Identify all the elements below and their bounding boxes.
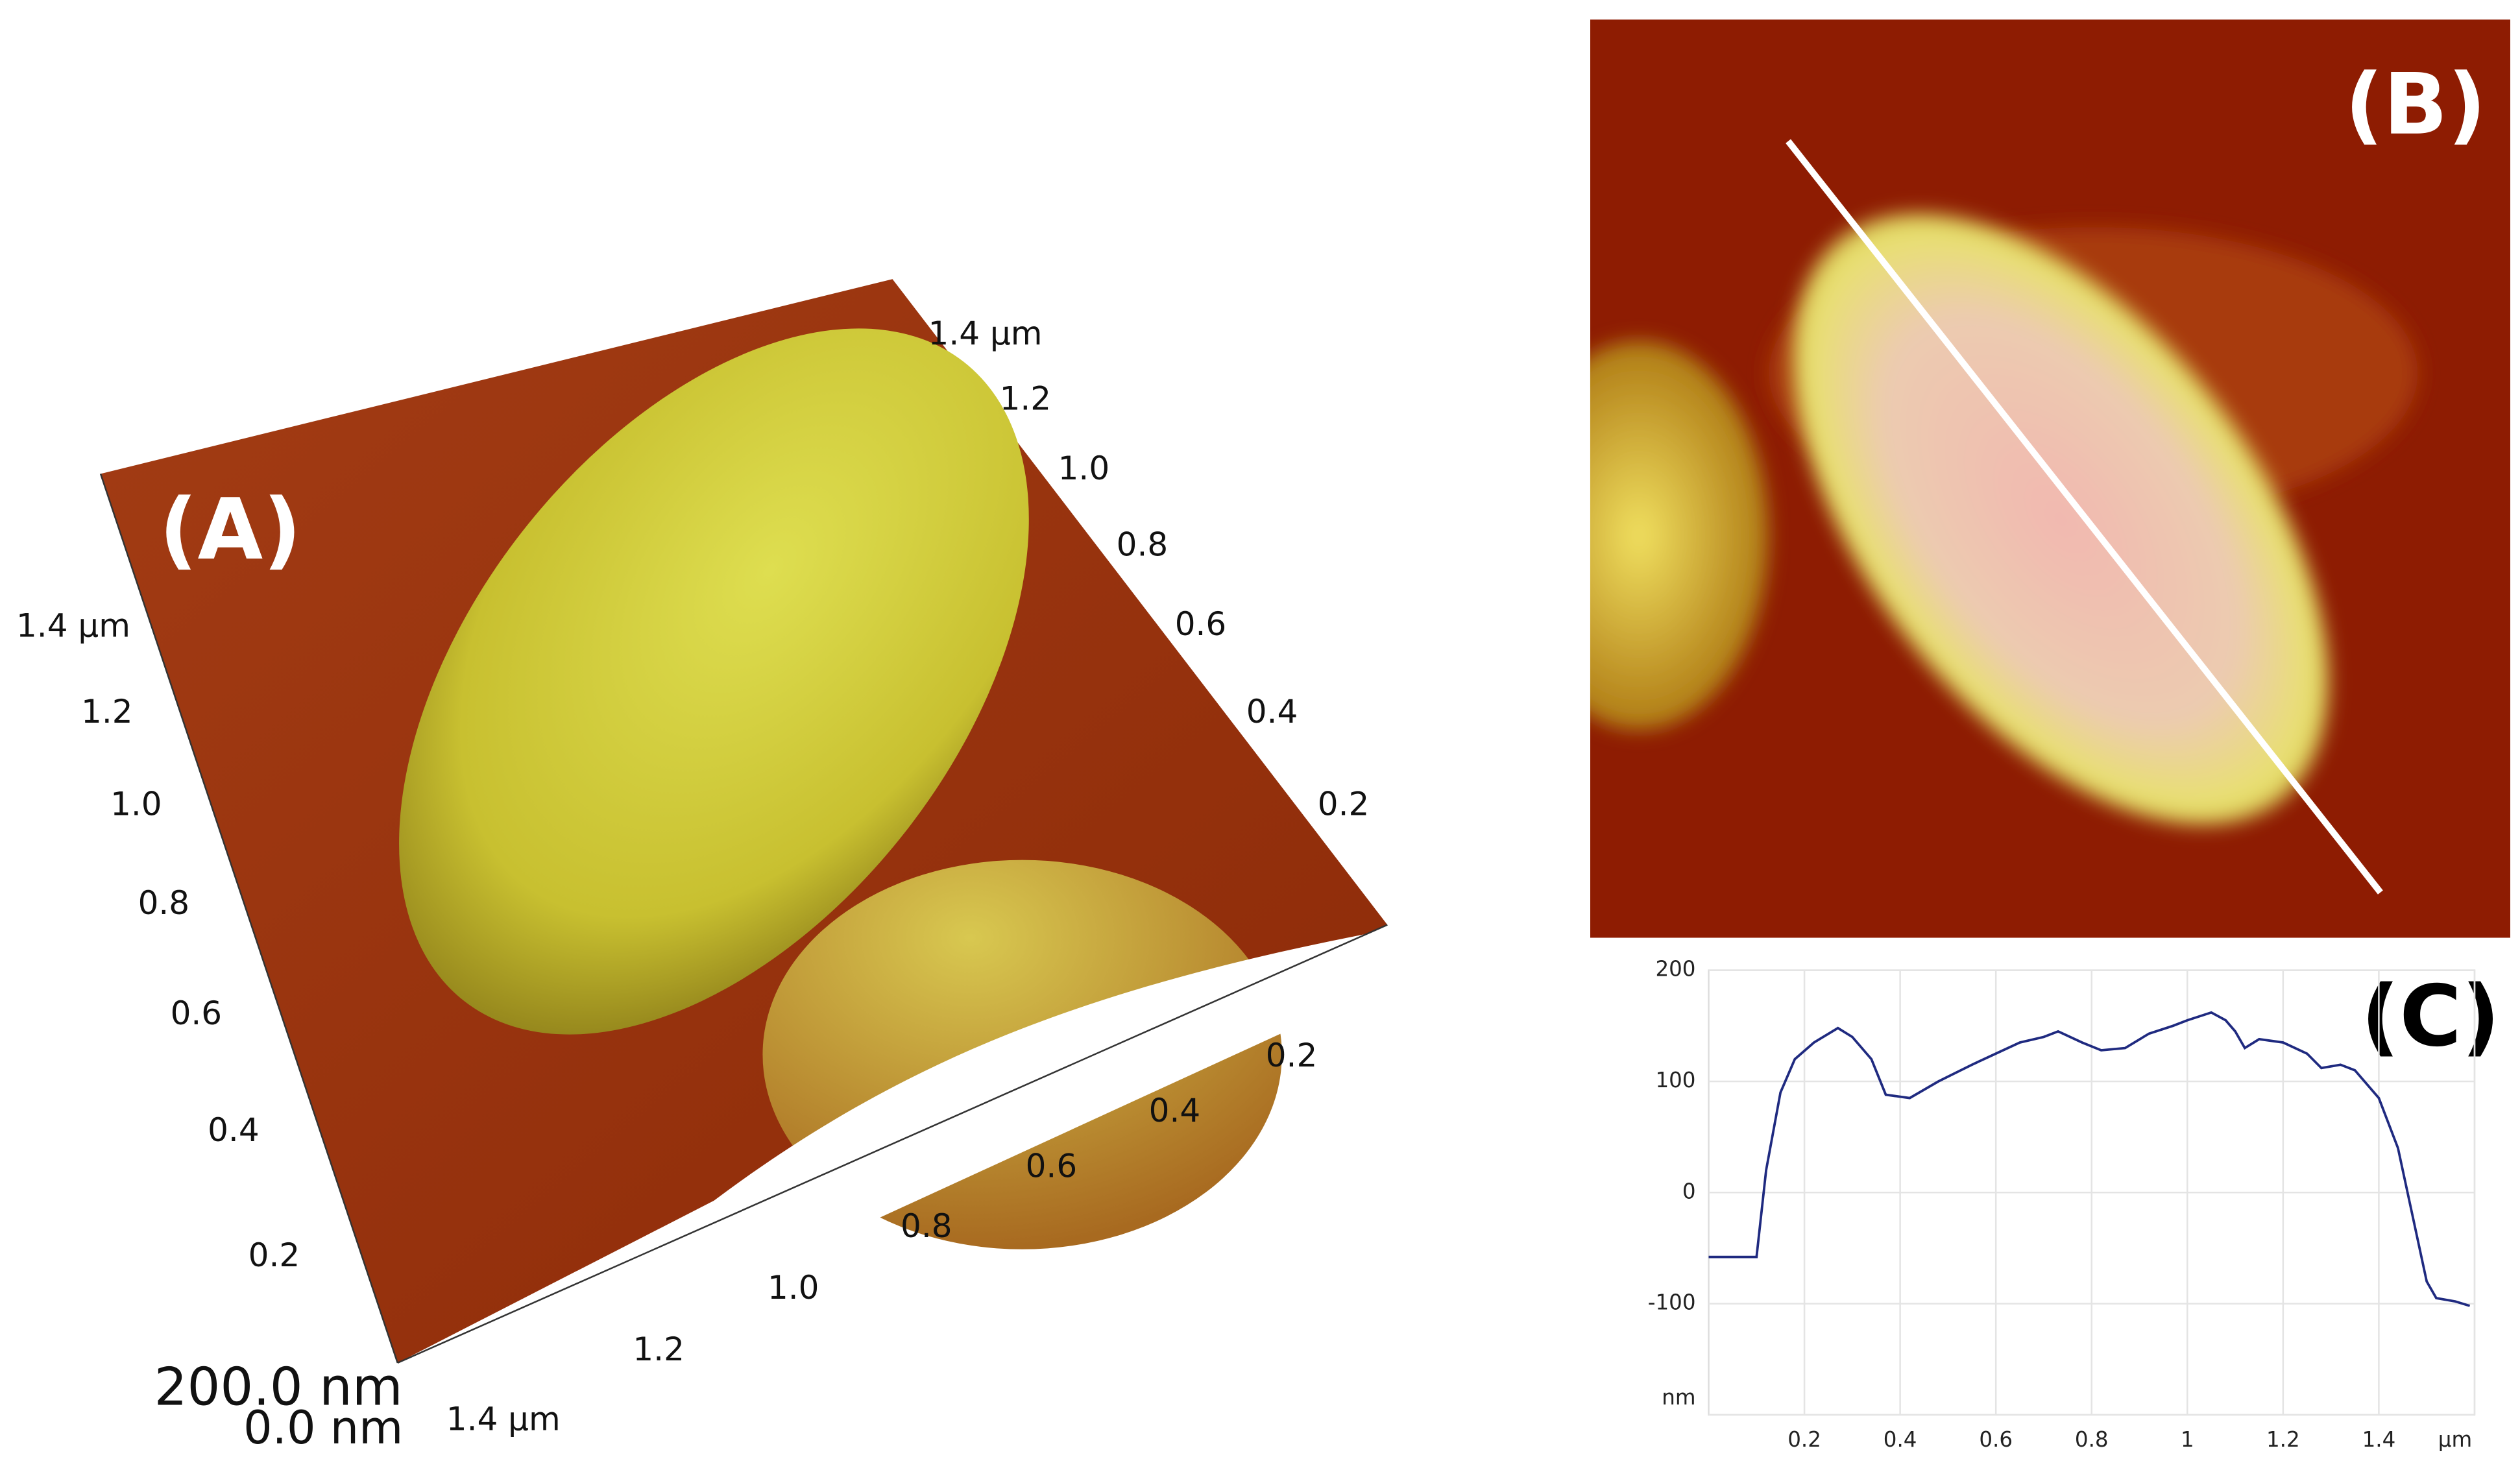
x-tick-label: 1.2 [2266, 1427, 2300, 1452]
x-tick-label: 0.6 [1979, 1427, 2013, 1452]
axis-tick-label: 1.2 [1000, 380, 1052, 417]
x-tick-label: 0.8 [2075, 1427, 2109, 1452]
x-tick-label: µm [2438, 1427, 2472, 1452]
axis-tick-label: 0.8 [1117, 525, 1169, 563]
z-axis-label: 0.0 nm [243, 1401, 403, 1454]
y-tick-label: 100 [1655, 1068, 1695, 1092]
axis-tick-label: 0.8 [138, 884, 190, 922]
panel-c: (C) 0.2 0.4 0.6 0.8 1 1.2 1.4 µm nm -100 0 100 200 [1648, 957, 2500, 1452]
cell [399, 328, 1029, 1035]
z-axis-label: 200.0 nm [154, 1356, 403, 1417]
axis-tick-label: 1.4 µm [16, 607, 130, 644]
x-tick-label: 1.4 [2362, 1427, 2396, 1452]
axis-tick-label: 1.4 µm [446, 1400, 561, 1438]
y-tick-label: 0 [1682, 1179, 1696, 1203]
y-tick-label: nm [1662, 1385, 1695, 1410]
x-tick-label: 0.2 [1787, 1427, 1821, 1452]
axis-tick-label: 1.2 [81, 693, 133, 730]
axis-tick-label: 0.6 [1026, 1147, 1078, 1185]
axis-tick-label: 0.4 [1246, 693, 1298, 730]
axis-tick-label: 0.6 [1175, 605, 1227, 643]
side-cell [1590, 341, 1769, 730]
axis-tick-label: 1.0 [1058, 450, 1110, 487]
x-tick-label: 0.4 [1884, 1427, 1917, 1452]
profile-line [1786, 139, 2383, 895]
axis-line [99, 473, 398, 1364]
axis-tick-label: 1.0 [110, 786, 162, 823]
axis-tick-label: 1.4 µm [928, 315, 1043, 352]
axis-tick-label: 0.6 [171, 994, 223, 1032]
axis-tick-label: 0.2 [1318, 786, 1370, 823]
y-tick-label: -100 [1648, 1290, 1696, 1315]
panel-a: (A) [99, 279, 1412, 1428]
axis-tick-label: 1.0 [768, 1269, 819, 1307]
panel-label: (C) [2361, 967, 2500, 1065]
profile-line [1708, 1011, 2471, 1307]
axis-tick-label: 0.4 [208, 1111, 260, 1149]
y-tick-label: 200 [1655, 957, 1695, 982]
axis-tick-label: 0.4 [1149, 1092, 1201, 1129]
axis-tick-label: 1.2 [633, 1331, 685, 1368]
panel-b: (B) [1590, 19, 2510, 938]
x-tick-label: 1 [2181, 1427, 2194, 1452]
axis-tick-label: 0.2 [248, 1236, 300, 1274]
axis-line [397, 924, 1388, 1364]
axis-tick-label: 0.8 [901, 1207, 952, 1245]
axis-tick-label: 0.2 [1266, 1037, 1318, 1074]
cell [1793, 213, 2329, 825]
cut-edge [397, 924, 1412, 1428]
panel-label: (B) [2345, 55, 2486, 154]
panel-label: (A) [159, 480, 302, 579]
